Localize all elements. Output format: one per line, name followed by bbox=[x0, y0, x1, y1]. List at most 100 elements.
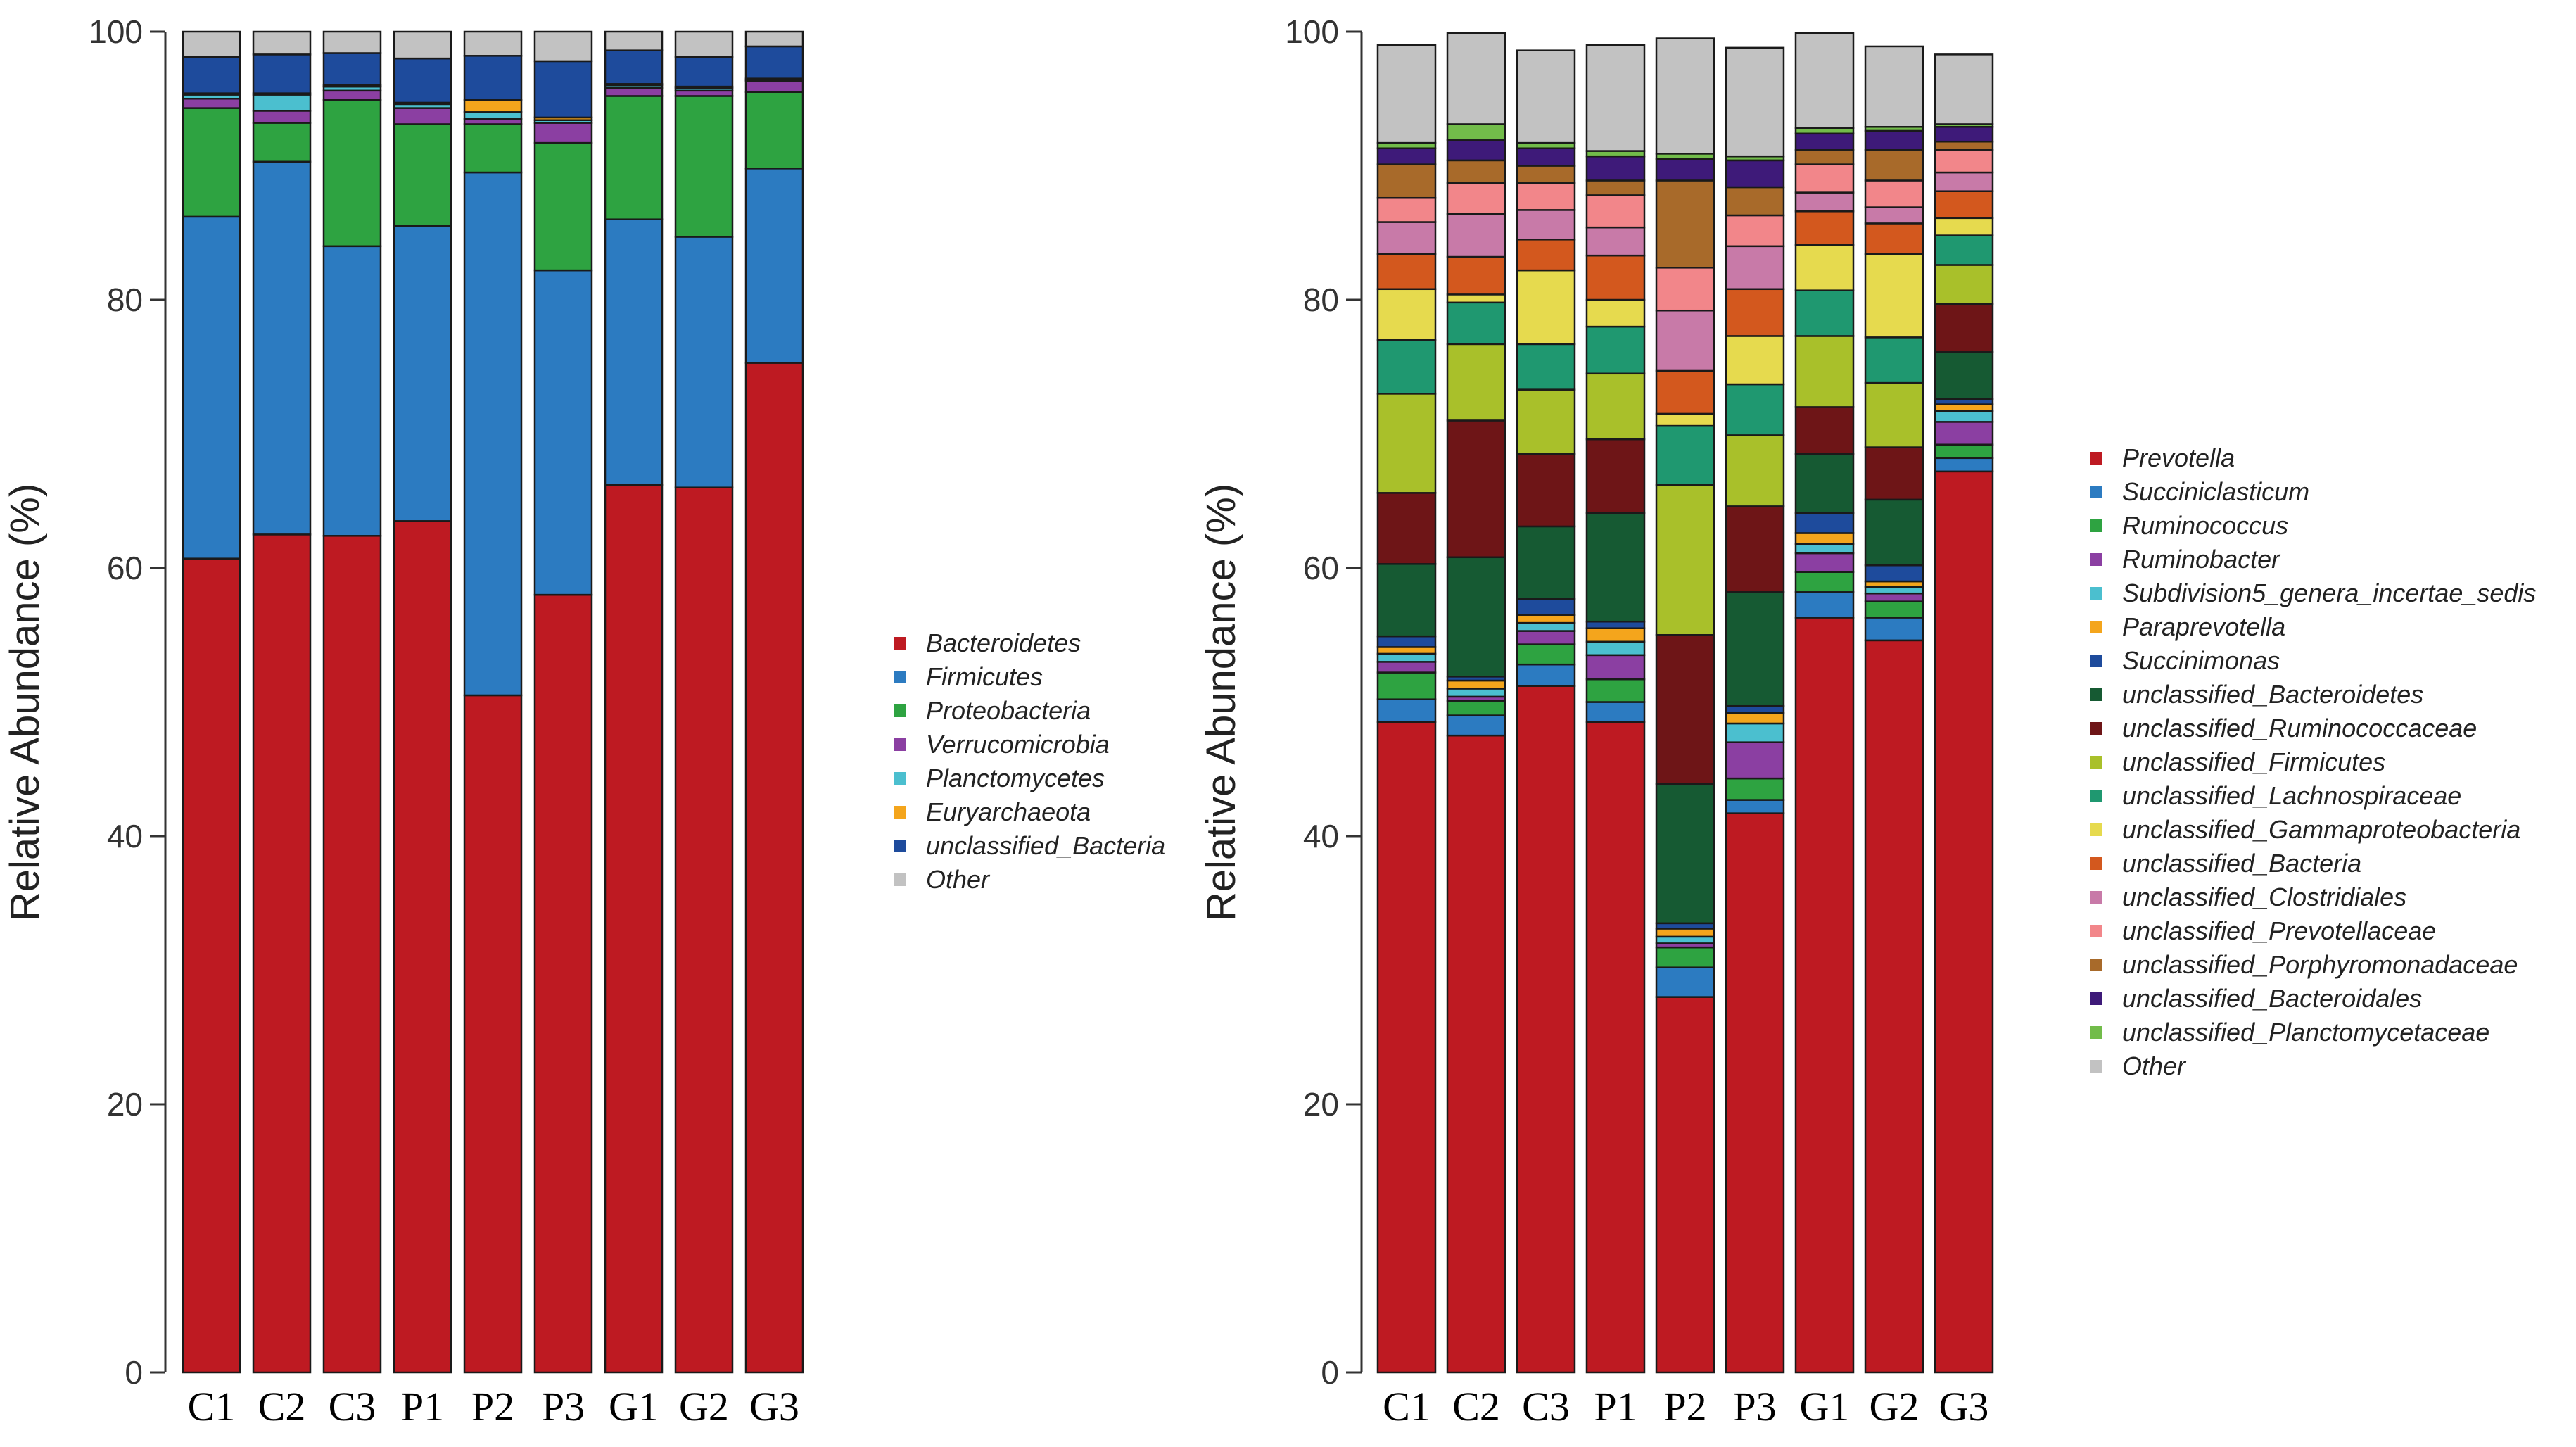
bar-segment bbox=[1655, 783, 1715, 925]
legend-swatch bbox=[2090, 553, 2102, 566]
bar-segment bbox=[1516, 453, 1576, 528]
bar-segment bbox=[1655, 309, 1715, 372]
x-tick-label: G1 bbox=[609, 1384, 659, 1429]
bar-segment bbox=[1516, 643, 1576, 666]
bar-segment bbox=[1376, 646, 1437, 655]
legend-label: Ruminococcus bbox=[2122, 511, 2288, 540]
bar-segment bbox=[1376, 492, 1437, 565]
y-tick-label: 20 bbox=[107, 1086, 143, 1123]
bar-segment bbox=[1794, 191, 1855, 213]
bar-segment bbox=[1446, 688, 1506, 698]
bar-segment bbox=[1794, 512, 1855, 534]
bar-segment bbox=[1655, 935, 1715, 944]
bar-segment bbox=[1655, 369, 1715, 415]
bar-segment bbox=[1446, 700, 1506, 716]
bar-segment bbox=[1934, 303, 1994, 353]
legend-label: Ruminobacter bbox=[2122, 545, 2281, 574]
bar-segment bbox=[1446, 213, 1506, 258]
legend-swatch bbox=[2090, 756, 2102, 769]
bar-segment bbox=[1725, 799, 1785, 814]
bar-segment bbox=[1725, 214, 1785, 248]
legend-label: unclassified_Prevotellaceae bbox=[2122, 916, 2436, 945]
y-tick-label: 20 bbox=[1303, 1086, 1339, 1123]
bar-segment bbox=[1446, 159, 1506, 184]
bar-segment bbox=[1934, 53, 1994, 125]
bar-segment bbox=[674, 236, 734, 488]
legend-label: Succiniclasticum bbox=[2122, 477, 2309, 506]
y-axis-title: Relative Abundance (%) bbox=[2, 484, 48, 921]
legend-swatch bbox=[894, 840, 906, 852]
bar-segment bbox=[533, 593, 593, 1374]
bar-segment bbox=[1516, 388, 1576, 455]
bar-segment bbox=[252, 110, 312, 124]
legend-label: unclassified_Bacteroidales bbox=[2122, 984, 2422, 1013]
legend-label: Planctomycetes bbox=[926, 764, 1105, 792]
bar-segment bbox=[1446, 123, 1506, 141]
bar-segment bbox=[1725, 812, 1785, 1374]
bar-segment bbox=[1376, 393, 1437, 494]
bar-segment bbox=[1446, 32, 1506, 125]
x-tick-label: P1 bbox=[401, 1384, 444, 1429]
x-tick-label: G2 bbox=[679, 1384, 729, 1429]
bar-segment bbox=[604, 30, 664, 51]
bar-segment bbox=[1934, 264, 1994, 305]
bar-segment bbox=[1446, 556, 1506, 678]
bar-segment bbox=[182, 107, 241, 218]
bar-segment bbox=[1934, 443, 1994, 460]
bar-segment bbox=[182, 30, 241, 58]
bar-segment bbox=[674, 486, 734, 1374]
bar-segment bbox=[1725, 741, 1785, 780]
bar-segment bbox=[1725, 777, 1785, 801]
y-tick-label: 80 bbox=[1303, 282, 1339, 318]
bar-segment bbox=[533, 141, 593, 272]
bar-segment bbox=[1794, 617, 1855, 1374]
legend-label: Proteobacteria bbox=[926, 696, 1091, 725]
bar-segment bbox=[1446, 255, 1506, 296]
bar-segment bbox=[1376, 652, 1437, 663]
bar-segment bbox=[1376, 635, 1437, 648]
bar-segment bbox=[533, 30, 593, 63]
bar-segment bbox=[1585, 372, 1646, 441]
bar-segment bbox=[533, 122, 593, 144]
x-tick-label: P3 bbox=[1733, 1384, 1776, 1429]
bar-segment bbox=[1376, 661, 1437, 674]
bar-segment bbox=[1446, 301, 1506, 346]
bar-segment bbox=[1376, 339, 1437, 395]
bar-segment bbox=[1585, 226, 1646, 257]
bar-segment bbox=[1725, 434, 1785, 507]
bar-segment bbox=[1655, 158, 1715, 182]
bar-segment bbox=[1864, 498, 1924, 567]
bar-segment bbox=[1655, 179, 1715, 269]
bar-segment bbox=[1794, 32, 1855, 129]
bar-segment bbox=[1864, 639, 1924, 1374]
x-tick-label: C3 bbox=[1522, 1384, 1570, 1429]
bar-segment bbox=[322, 30, 382, 54]
bar-segment bbox=[1794, 552, 1855, 573]
legend-label: unclassified_Bacteroidetes bbox=[2122, 680, 2423, 709]
bar-segment bbox=[1655, 996, 1715, 1374]
legend-swatch bbox=[894, 806, 906, 819]
bar-segment bbox=[1864, 564, 1924, 583]
bar-segment bbox=[393, 520, 452, 1374]
legend-swatch bbox=[894, 704, 906, 717]
bar-segment bbox=[1725, 383, 1785, 436]
bar-segment bbox=[1655, 412, 1715, 427]
bar-segment bbox=[1934, 171, 1994, 192]
bar-segment bbox=[1864, 129, 1924, 151]
legend-label: unclassified_Bacteria bbox=[2122, 849, 2361, 878]
bar-segment bbox=[1725, 159, 1785, 189]
bar-segment bbox=[1655, 928, 1715, 938]
bar-segment bbox=[1725, 186, 1785, 217]
bar-segment bbox=[1655, 966, 1715, 998]
x-tick-label: C1 bbox=[1383, 1384, 1430, 1429]
legend-swatch bbox=[894, 772, 906, 785]
bar-segment bbox=[1655, 424, 1715, 486]
bar-segment bbox=[322, 535, 382, 1374]
bar-segment bbox=[1446, 139, 1506, 162]
bar-segment bbox=[1725, 505, 1785, 593]
bar-segment bbox=[1934, 217, 1994, 236]
bar-segment bbox=[1446, 419, 1506, 559]
legend-label: Firmicutes bbox=[926, 662, 1043, 691]
bar-segment bbox=[1516, 598, 1576, 616]
bar-segment bbox=[1725, 46, 1785, 158]
